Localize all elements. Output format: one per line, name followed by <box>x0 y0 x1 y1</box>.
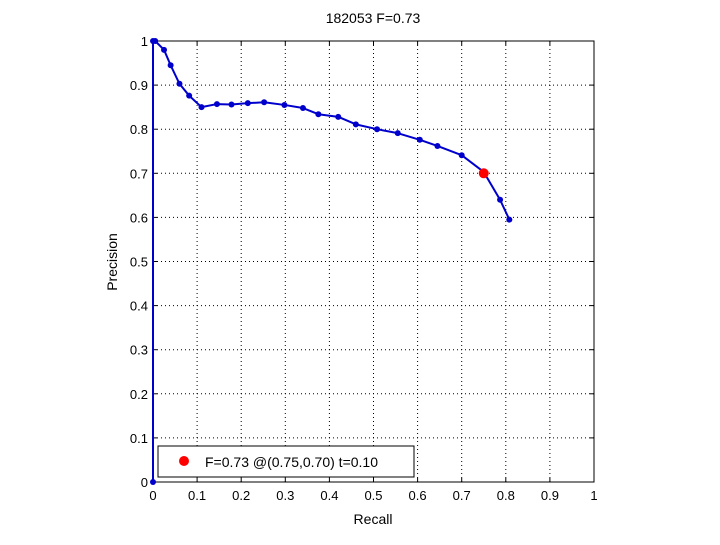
pr-curve-point <box>315 111 322 118</box>
y-tick-label: 1 <box>141 34 148 49</box>
legend-label: F=0.73 @(0.75,0.70) t=0.10 <box>205 454 378 470</box>
pr-curve-point <box>335 113 342 120</box>
x-tick-label: 0.2 <box>232 488 250 503</box>
best-f-point <box>478 168 489 179</box>
y-axis-label: Precision <box>104 233 120 291</box>
pr-curve-point <box>506 216 513 223</box>
x-tick-label: 0.6 <box>409 488 427 503</box>
legend-marker <box>179 456 189 466</box>
pr-curve-point <box>186 92 193 99</box>
pr-curve-point <box>416 136 423 143</box>
pr-curve-point <box>352 121 359 128</box>
pr-curve-point <box>281 101 288 108</box>
x-tick-label: 0.1 <box>188 488 206 503</box>
y-tick-label: 0.5 <box>130 255 148 270</box>
x-tick-label: 0 <box>149 488 156 503</box>
pr-curve-point <box>497 196 504 203</box>
pr-curve-point <box>244 100 251 107</box>
x-tick-label: 0.9 <box>541 488 559 503</box>
y-tick-label: 0.9 <box>130 78 148 93</box>
y-tick-label: 0 <box>141 475 148 490</box>
x-tick-label: 0.7 <box>453 488 471 503</box>
ticks: 0 0.1 0.2 0.3 0.4 0.5 0.6 0.7 0.8 0.9 1 0 0.1 0.2 0.3 0… <box>130 34 598 503</box>
y-tick-label: 0.4 <box>130 299 148 314</box>
y-tick-label: 0.2 <box>130 387 148 402</box>
best-f-marker <box>478 168 489 179</box>
x-tick-label: 1 <box>590 488 597 503</box>
pr-curve-point <box>150 479 156 485</box>
y-tick-label: 0.8 <box>130 122 148 137</box>
pr-curve-point <box>374 126 381 133</box>
pr-curve-point <box>434 142 441 149</box>
pr-curve-point <box>228 101 235 108</box>
x-tick-label: 0.5 <box>364 488 382 503</box>
x-tick-label: 0.8 <box>497 488 515 503</box>
pr-curve-point <box>161 46 168 53</box>
pr-curve-point <box>394 130 401 137</box>
x-axis-label: Recall <box>354 511 393 527</box>
pr-curve-point <box>167 62 174 69</box>
chart-title: 182053 F=0.73 <box>326 10 421 26</box>
x-tick-label: 0.3 <box>276 488 294 503</box>
legend: F=0.73 @(0.75,0.70) t=0.10 <box>157 445 415 478</box>
pr-curve-point <box>152 38 159 44</box>
y-tick-label: 0.3 <box>130 343 148 358</box>
pr-curve-point <box>176 80 183 87</box>
pr-curve-point <box>299 105 306 112</box>
pr-curve-point <box>458 152 465 159</box>
pr-curve-point <box>261 99 268 106</box>
y-tick-label: 0.6 <box>130 210 148 225</box>
pr-curve-point <box>213 101 220 108</box>
x-tick-label: 0.4 <box>320 488 338 503</box>
legend-box <box>157 445 415 478</box>
y-tick-label: 0.7 <box>130 166 148 181</box>
pr-curve-point <box>198 104 205 111</box>
y-tick-label: 0.1 <box>130 431 148 446</box>
